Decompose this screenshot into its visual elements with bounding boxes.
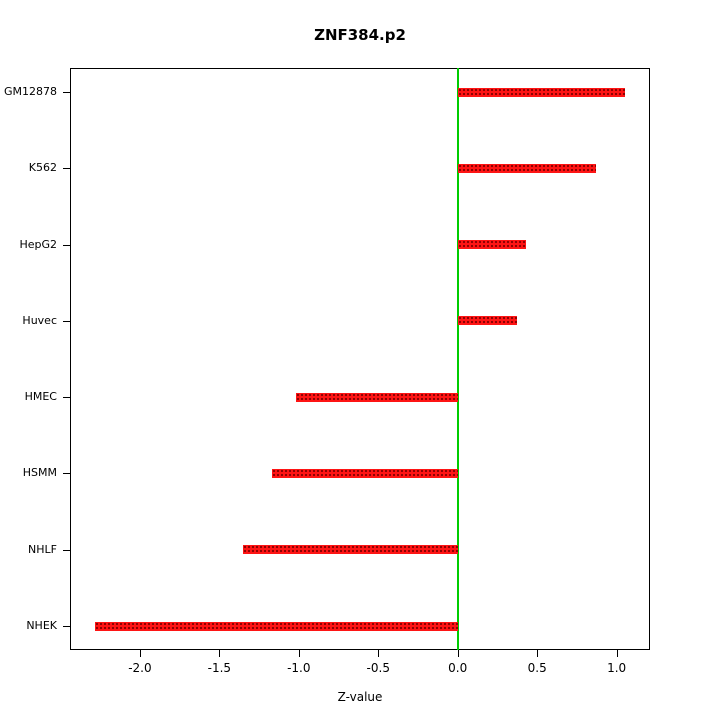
x-axis-tick [298, 650, 300, 657]
x-axis-tick [537, 650, 539, 657]
y-tick-label: HepG2 [19, 237, 57, 251]
y-tick-label: NHLF [28, 542, 57, 556]
bar-nhlf [243, 545, 458, 555]
y-tick-label: K562 [28, 161, 57, 175]
x-tick-label: 0.5 [527, 661, 547, 675]
zero-reference-line [456, 68, 459, 650]
bar-hepg2 [457, 240, 527, 250]
x-tick-label: -0.5 [366, 661, 390, 675]
bar-gm12878 [457, 87, 625, 97]
x-axis-tick [139, 650, 141, 657]
bar-huvec [457, 316, 517, 326]
x-axis-tick [616, 650, 618, 657]
x-axis-title: Z-value [337, 690, 383, 704]
y-axis-tick [63, 168, 70, 170]
y-axis-tick [63, 626, 70, 627]
x-axis-tick [378, 650, 380, 657]
y-tick-label: GM12878 [3, 85, 57, 98]
y-axis-tick [63, 244, 70, 246]
bar-hsmm [271, 468, 458, 478]
y-axis-tick [63, 320, 70, 322]
bar-hmec [295, 392, 458, 402]
y-axis-tick [63, 92, 70, 93]
bar-k562 [457, 163, 596, 173]
y-axis-tick [63, 473, 70, 475]
plot-area [70, 68, 650, 650]
y-tick-label: NHEK [26, 619, 57, 632]
y-axis-tick [63, 549, 70, 551]
x-axis-tick [219, 650, 221, 657]
x-tick-label: -1.5 [207, 661, 232, 675]
chart-title: ZNF384.p2 [314, 26, 406, 44]
x-tick-label: 0.0 [448, 661, 468, 675]
y-tick-label: Huvec [22, 313, 57, 327]
x-tick-label: -2.0 [128, 661, 152, 675]
x-tick-label: -1.0 [287, 661, 311, 675]
y-axis-tick [63, 397, 70, 399]
x-tick-label: 1.0 [607, 661, 627, 675]
y-tick-label: HMEC [24, 390, 57, 404]
bar-nhek [95, 621, 458, 631]
y-tick-label: HSMM [22, 466, 57, 480]
x-axis-tick [457, 650, 459, 657]
